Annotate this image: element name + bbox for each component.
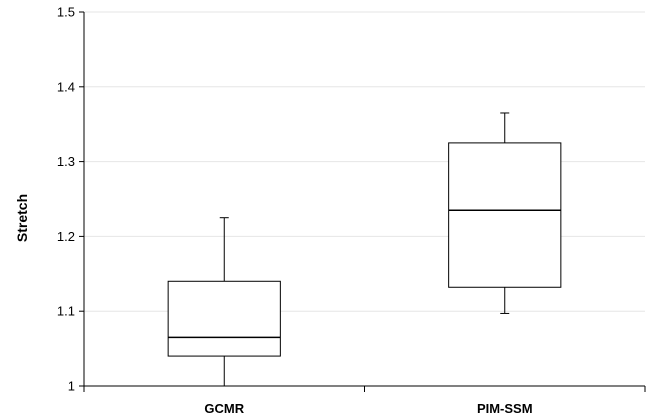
x-category-label: PIM-SSM — [477, 401, 533, 416]
y-tick-label: 1 — [68, 379, 75, 394]
y-axis-ticks: 1 1.1 1.2 1.3 1.4 1.5 — [57, 5, 84, 394]
boxes — [168, 113, 561, 386]
box-pim-ssm — [449, 113, 561, 313]
y-tick-label: 1.2 — [57, 229, 75, 244]
x-axis-ticks — [84, 386, 645, 392]
iqr-box — [168, 281, 280, 356]
y-axis-title: Stretch — [14, 194, 30, 242]
y-tick-label: 1.1 — [57, 304, 75, 319]
y-tick-label: 1.4 — [57, 79, 75, 94]
y-tick-label: 1.5 — [57, 5, 75, 20]
iqr-box — [449, 143, 561, 287]
x-category-label: GCMR — [204, 401, 244, 416]
x-axis-categories: GCMR PIM-SSM — [204, 401, 532, 416]
y-tick-label: 1.3 — [57, 154, 75, 169]
box-gcmr — [168, 218, 280, 386]
